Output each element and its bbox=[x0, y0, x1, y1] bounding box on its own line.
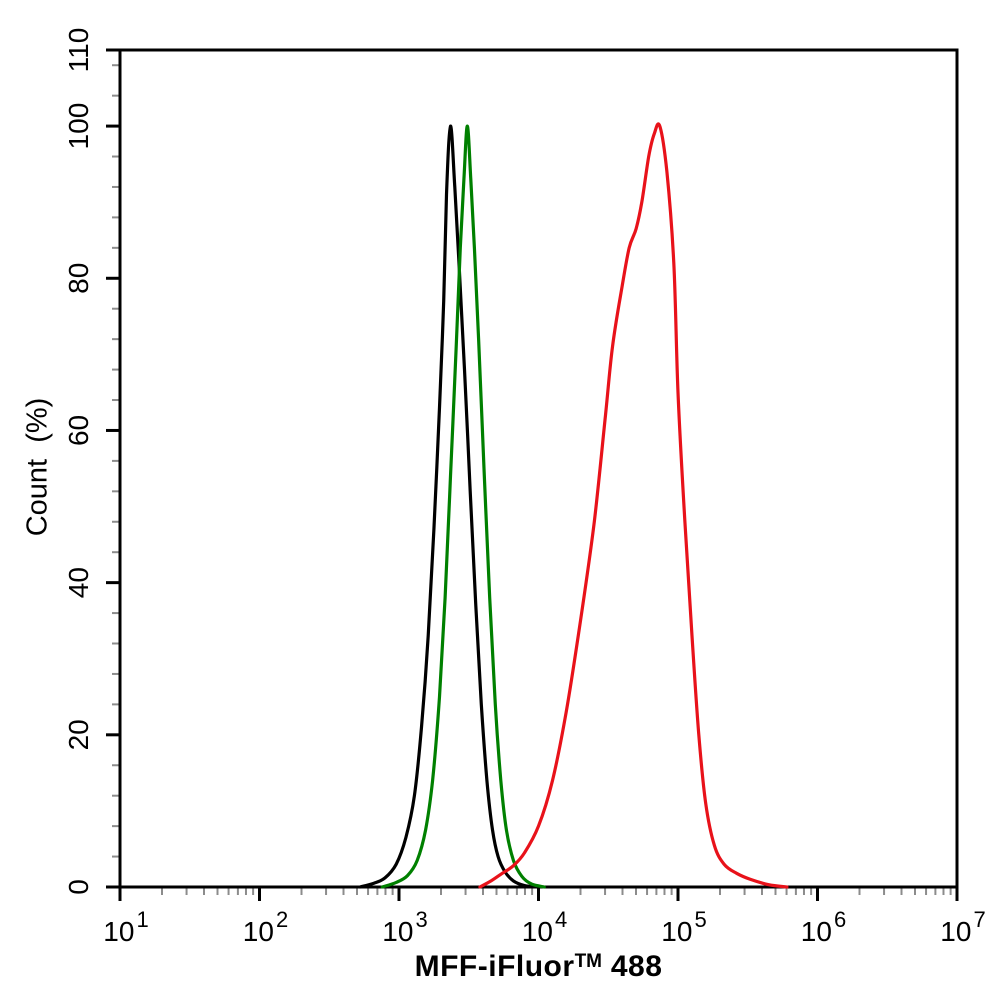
y-tick-label: 80 bbox=[63, 263, 94, 294]
x-axis-title: MFF-iFluorTM 488 bbox=[120, 950, 957, 984]
trademark-superscript: TM bbox=[574, 951, 602, 972]
x-tick-label: 104 bbox=[522, 907, 567, 947]
green-curve bbox=[380, 124, 546, 889]
x-tick-label: 106 bbox=[801, 907, 846, 947]
y-tick-label: 0 bbox=[63, 879, 94, 895]
x-tick-label: 105 bbox=[661, 907, 706, 947]
y-axis-title: Count (%) bbox=[21, 397, 54, 537]
y-tick-label: 110 bbox=[63, 28, 94, 73]
y-tick-label: 60 bbox=[63, 415, 94, 446]
plot-box bbox=[118, 48, 959, 889]
red-curve bbox=[478, 122, 789, 889]
y-tick-label: 100 bbox=[63, 103, 94, 150]
x-axis-title-text: MFF-iFluor bbox=[414, 950, 575, 983]
x-tick-label: 102 bbox=[243, 907, 288, 947]
x-tick-label: 107 bbox=[940, 907, 985, 947]
x-tick-label: 101 bbox=[103, 907, 148, 947]
y-tick-label: 20 bbox=[63, 719, 94, 750]
x-axis-title-suffix: 488 bbox=[602, 950, 663, 983]
y-tick-label: 40 bbox=[63, 567, 94, 598]
black-curve bbox=[358, 124, 541, 889]
x-tick-label: 103 bbox=[382, 907, 427, 947]
